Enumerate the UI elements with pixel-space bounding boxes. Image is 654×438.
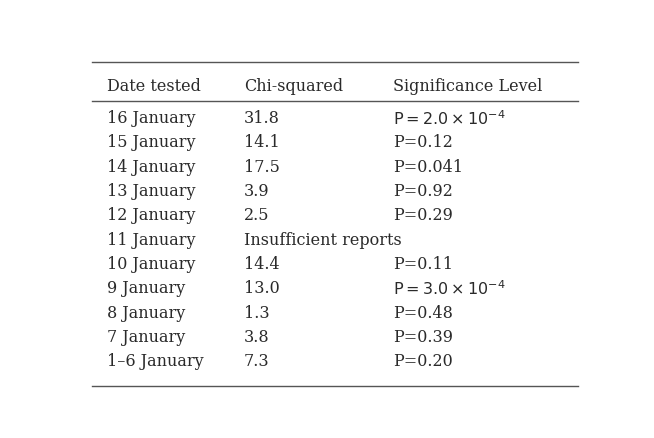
Text: 13 January: 13 January xyxy=(107,183,196,200)
Text: 2.5: 2.5 xyxy=(244,207,269,224)
Text: 9 January: 9 January xyxy=(107,280,185,297)
Text: 7.3: 7.3 xyxy=(244,353,269,370)
Text: 8 January: 8 January xyxy=(107,304,185,321)
Text: 7 January: 7 January xyxy=(107,328,185,345)
Text: 3.9: 3.9 xyxy=(244,183,269,200)
Text: 10 January: 10 January xyxy=(107,255,196,272)
Text: P=0.12: P=0.12 xyxy=(394,134,453,151)
Text: P=0.92: P=0.92 xyxy=(394,183,453,200)
Text: P=0.29: P=0.29 xyxy=(394,207,453,224)
Text: 14 January: 14 January xyxy=(107,159,196,175)
Text: Date tested: Date tested xyxy=(107,78,201,95)
Text: 17.5: 17.5 xyxy=(244,159,280,175)
Text: 1–6 January: 1–6 January xyxy=(107,353,203,370)
Text: P=0.39: P=0.39 xyxy=(394,328,453,345)
Text: $\mathregular{P=3.0\times 10}^{-4}$: $\mathregular{P=3.0\times 10}^{-4}$ xyxy=(394,279,506,298)
Text: P=0.48: P=0.48 xyxy=(394,304,453,321)
Text: $\mathregular{P=2.0\times 10}^{-4}$: $\mathregular{P=2.0\times 10}^{-4}$ xyxy=(394,109,506,127)
Text: 1.3: 1.3 xyxy=(244,304,269,321)
Text: Chi-squared: Chi-squared xyxy=(244,78,343,95)
Text: P=0.041: P=0.041 xyxy=(394,159,464,175)
Text: Insufficient reports: Insufficient reports xyxy=(244,231,402,248)
Text: 3.8: 3.8 xyxy=(244,328,269,345)
Text: P=0.11: P=0.11 xyxy=(394,255,453,272)
Text: Significance Level: Significance Level xyxy=(394,78,543,95)
Text: P=0.20: P=0.20 xyxy=(394,353,453,370)
Text: 12 January: 12 January xyxy=(107,207,196,224)
Text: 11 January: 11 January xyxy=(107,231,196,248)
Text: 16 January: 16 January xyxy=(107,110,196,127)
Text: 13.0: 13.0 xyxy=(244,280,280,297)
Text: 14.1: 14.1 xyxy=(244,134,280,151)
Text: 15 January: 15 January xyxy=(107,134,196,151)
Text: 14.4: 14.4 xyxy=(244,255,279,272)
Text: 31.8: 31.8 xyxy=(244,110,280,127)
